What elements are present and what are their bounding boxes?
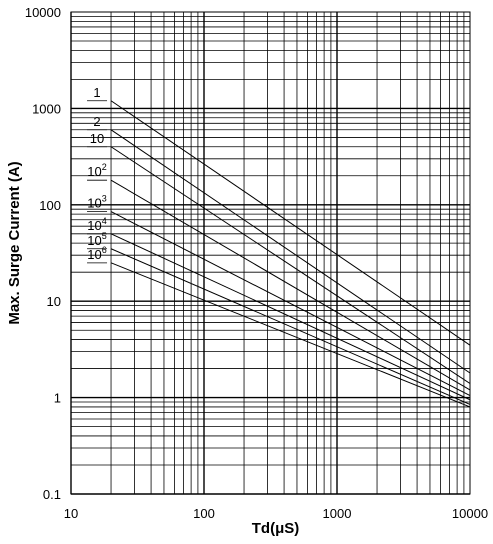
x-tick-label: 10000 [452,506,488,521]
x-tick-label: 100 [193,506,215,521]
data-series [110,100,471,408]
series-label: 105 [87,231,106,248]
series-label: 10 [90,131,104,146]
series-label: 1 [93,85,100,100]
series-line [110,262,471,408]
series-line [110,179,471,391]
x-tick-label: 1000 [323,506,352,521]
series-line [110,211,471,397]
chart-grid [70,12,470,495]
series-line [110,100,471,346]
series-line [110,233,471,401]
y-tick-label: 0.1 [43,487,61,502]
y-tick-label: 10 [47,294,61,309]
tick-labels: 10 100 1000 10000 0.1 1 10 100 1000 10000 [25,5,488,521]
y-axis-title: Max. Surge Current (A) [6,161,23,324]
series-label: 103 [87,194,106,211]
x-axis-title: Td(μS) [252,520,300,537]
series-line [110,248,471,405]
series-label: 2 [93,114,100,129]
plot-frame [70,11,471,495]
series-label: 102 [87,162,106,179]
series-line [110,146,471,384]
y-tick-label: 100 [39,198,61,213]
series-line [110,129,471,374]
series-label: 106 [87,245,106,262]
series-label: 104 [87,216,106,233]
y-tick-label: 1000 [32,101,61,116]
y-tick-label: 10000 [25,5,61,20]
x-tick-label: 10 [64,506,78,521]
y-tick-label: 1 [54,391,61,406]
